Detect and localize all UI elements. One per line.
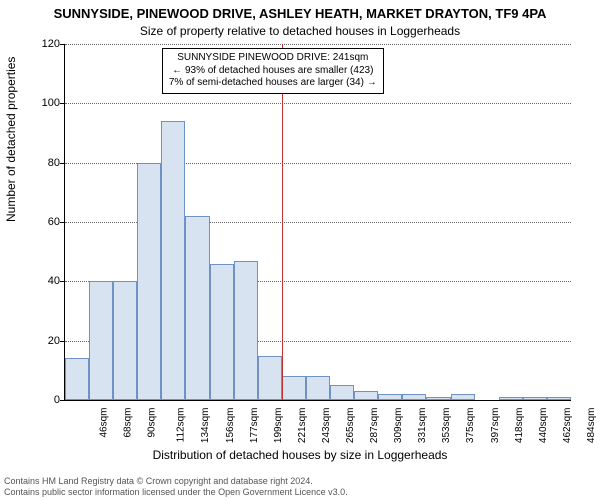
chart-container: SUNNYSIDE, PINEWOOD DRIVE, ASHLEY HEATH,…	[0, 0, 600, 500]
xtick-label: 68sqm	[123, 408, 134, 438]
histogram-bar	[65, 358, 89, 400]
footer-line-2: Contains public sector information licen…	[4, 487, 596, 498]
annotation-line-2: ← 93% of detached houses are smaller (42…	[169, 65, 377, 78]
ytick-label: 40	[30, 275, 60, 287]
histogram-bar	[258, 356, 282, 401]
xtick-label: 309sqm	[393, 408, 404, 444]
xtick-label: 418sqm	[514, 408, 525, 444]
xtick-label: 134sqm	[201, 408, 212, 444]
xtick-label: 156sqm	[225, 408, 236, 444]
ytick-label: 80	[30, 157, 60, 169]
xtick-label: 440sqm	[538, 408, 549, 444]
reference-line	[282, 44, 283, 400]
xtick-label: 221sqm	[297, 408, 308, 444]
annotation-box: SUNNYSIDE PINEWOOD DRIVE: 241sqm ← 93% o…	[162, 48, 384, 94]
chart-title: SUNNYSIDE, PINEWOOD DRIVE, ASHLEY HEATH,…	[0, 6, 600, 21]
histogram-bar	[185, 216, 209, 400]
histogram-bar	[113, 281, 137, 400]
ytick-label: 60	[30, 216, 60, 228]
ytick-label: 120	[30, 38, 60, 50]
gridline	[65, 103, 571, 104]
xtick-label: 46sqm	[99, 408, 110, 438]
histogram-bar	[354, 391, 378, 400]
chart-subtitle: Size of property relative to detached ho…	[0, 24, 600, 38]
ytick-label: 20	[30, 335, 60, 347]
histogram-bar	[451, 394, 475, 400]
histogram-bar	[523, 397, 547, 400]
ytick-mark	[60, 103, 65, 104]
footer-line-1: Contains HM Land Registry data © Crown c…	[4, 476, 596, 487]
ytick-mark	[60, 222, 65, 223]
ytick-mark	[60, 400, 65, 401]
ytick-label: 0	[30, 394, 60, 406]
xtick-label: 112sqm	[176, 408, 187, 443]
histogram-bar	[306, 376, 330, 400]
histogram-bar	[378, 394, 402, 400]
histogram-bar	[282, 376, 306, 400]
footer-text: Contains HM Land Registry data © Crown c…	[4, 476, 596, 498]
annotation-line-1: SUNNYSIDE PINEWOOD DRIVE: 241sqm	[169, 52, 377, 65]
histogram-bar	[330, 385, 354, 400]
histogram-bar	[402, 394, 426, 400]
ytick-mark	[60, 341, 65, 342]
histogram-bar	[161, 121, 185, 400]
annotation-line-3: 7% of semi-detached houses are larger (3…	[169, 77, 377, 90]
histogram-bar	[426, 397, 450, 400]
xtick-label: 353sqm	[441, 408, 452, 444]
xtick-label: 287sqm	[369, 408, 380, 444]
ytick-mark	[60, 44, 65, 45]
xtick-label: 265sqm	[345, 408, 356, 444]
xtick-label: 199sqm	[273, 408, 284, 444]
xtick-label: 484sqm	[586, 408, 597, 444]
xtick-label: 90sqm	[147, 408, 158, 438]
ytick-label: 100	[30, 97, 60, 109]
histogram-bar	[234, 261, 258, 400]
histogram-bar	[89, 281, 113, 400]
xtick-label: 243sqm	[321, 408, 332, 444]
y-axis-label: Number of detached properties	[4, 57, 18, 222]
gridline	[65, 44, 571, 45]
histogram-bar	[210, 264, 234, 400]
histogram-bar	[499, 397, 523, 400]
plot-area: SUNNYSIDE PINEWOOD DRIVE: 241sqm ← 93% o…	[64, 44, 571, 401]
xtick-label: 331sqm	[417, 408, 428, 444]
ytick-mark	[60, 281, 65, 282]
histogram-bar	[547, 397, 571, 400]
xtick-label: 177sqm	[249, 408, 260, 444]
xtick-label: 397sqm	[490, 408, 501, 444]
histogram-bar	[137, 163, 161, 400]
ytick-mark	[60, 163, 65, 164]
x-axis-label: Distribution of detached houses by size …	[0, 448, 600, 462]
xtick-label: 375sqm	[466, 408, 477, 444]
xtick-label: 462sqm	[562, 408, 573, 444]
